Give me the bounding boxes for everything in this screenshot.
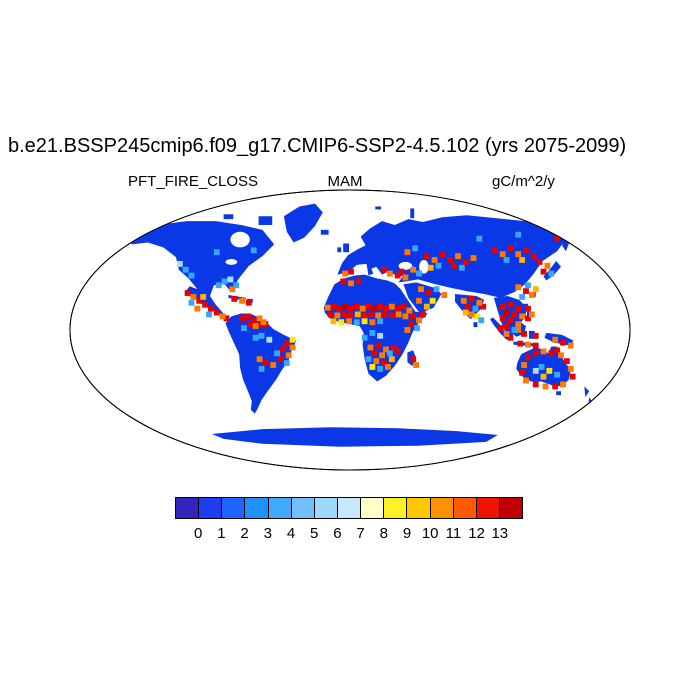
hudson-bay xyxy=(230,231,250,248)
continent-antarctica xyxy=(211,427,498,447)
units-label: gC/m^2/y xyxy=(492,173,555,190)
colorbar-box xyxy=(291,497,315,519)
colorbar-box xyxy=(199,497,223,519)
black-sea xyxy=(398,261,413,270)
colorbar-tick-label: 6 xyxy=(333,525,342,542)
island-ireland xyxy=(337,247,342,253)
colorbar xyxy=(175,497,524,519)
colorbar-tick-label: 13 xyxy=(491,525,509,542)
colorbar-box xyxy=(499,497,524,519)
island-new-guinea xyxy=(544,332,574,346)
season-label: MAM xyxy=(327,173,363,190)
continent-south-america xyxy=(225,313,297,414)
colorbar-box xyxy=(245,497,269,519)
world-map xyxy=(61,189,639,471)
colorbar-box xyxy=(453,497,477,519)
map-outline-ellipse-top xyxy=(69,189,631,471)
colorbar-labels: 0 1 2 3 4 5 6 7 8 9 10 11 12 13 xyxy=(175,525,523,545)
world-map-svg xyxy=(69,189,631,471)
field-name-label: PFT_FIRE_CLOSS xyxy=(128,173,259,190)
caspian-sea xyxy=(419,259,429,274)
colorbar-tick-label: 2 xyxy=(240,525,249,542)
colorbar-tick-label: 3 xyxy=(263,525,272,542)
island-novaya-zemlya xyxy=(410,208,415,219)
greenland xyxy=(283,203,323,243)
colorbar-tick-label: 4 xyxy=(286,525,296,542)
colorbar-tick-label: 7 xyxy=(356,525,365,542)
continent-africa xyxy=(323,274,428,382)
map-land-group xyxy=(124,203,594,447)
island-japan xyxy=(543,260,562,281)
continent-eurasia xyxy=(337,215,572,298)
colorbar-box xyxy=(222,497,246,519)
island-britain xyxy=(343,243,350,253)
colorbar-box xyxy=(337,497,362,519)
island-sulawesi xyxy=(528,330,535,339)
island-tasmania xyxy=(556,391,562,396)
colorbar-box xyxy=(430,497,454,519)
colorbar-box xyxy=(407,497,431,519)
colorbar-tick-label: 0 xyxy=(194,525,203,542)
colorbar-tick-label: 5 xyxy=(310,525,319,542)
island-baffin xyxy=(258,216,273,225)
colorbar-box xyxy=(175,497,200,519)
colorbar-tick-label: 10 xyxy=(421,525,439,542)
colorbar-box xyxy=(361,497,385,519)
colorbar-tick-label: 12 xyxy=(468,525,485,542)
great-lakes xyxy=(225,259,238,265)
colorbar-tick-label: 9 xyxy=(402,525,412,542)
island-iceland xyxy=(320,229,329,235)
colorbar-box xyxy=(384,497,408,519)
colorbar-tick-label: 8 xyxy=(379,525,388,542)
island-victoria xyxy=(223,214,234,220)
fire-hotspot-cells xyxy=(176,231,576,390)
island-svalbard xyxy=(375,206,382,210)
island-new-zealand-north xyxy=(584,386,590,398)
arabian-peninsula xyxy=(403,282,442,314)
colorbar-box xyxy=(476,497,500,519)
colorbar-tick-label: 11 xyxy=(445,525,462,542)
colorbar-box xyxy=(268,497,292,519)
plot-title: b.e21.BSSP245cmip6.f09_g17.CMIP6-SSP2-4.… xyxy=(8,135,627,157)
colorbar-box xyxy=(314,497,338,519)
island-sri-lanka xyxy=(473,322,478,328)
colorbar-tick-label: 1 xyxy=(217,525,226,542)
